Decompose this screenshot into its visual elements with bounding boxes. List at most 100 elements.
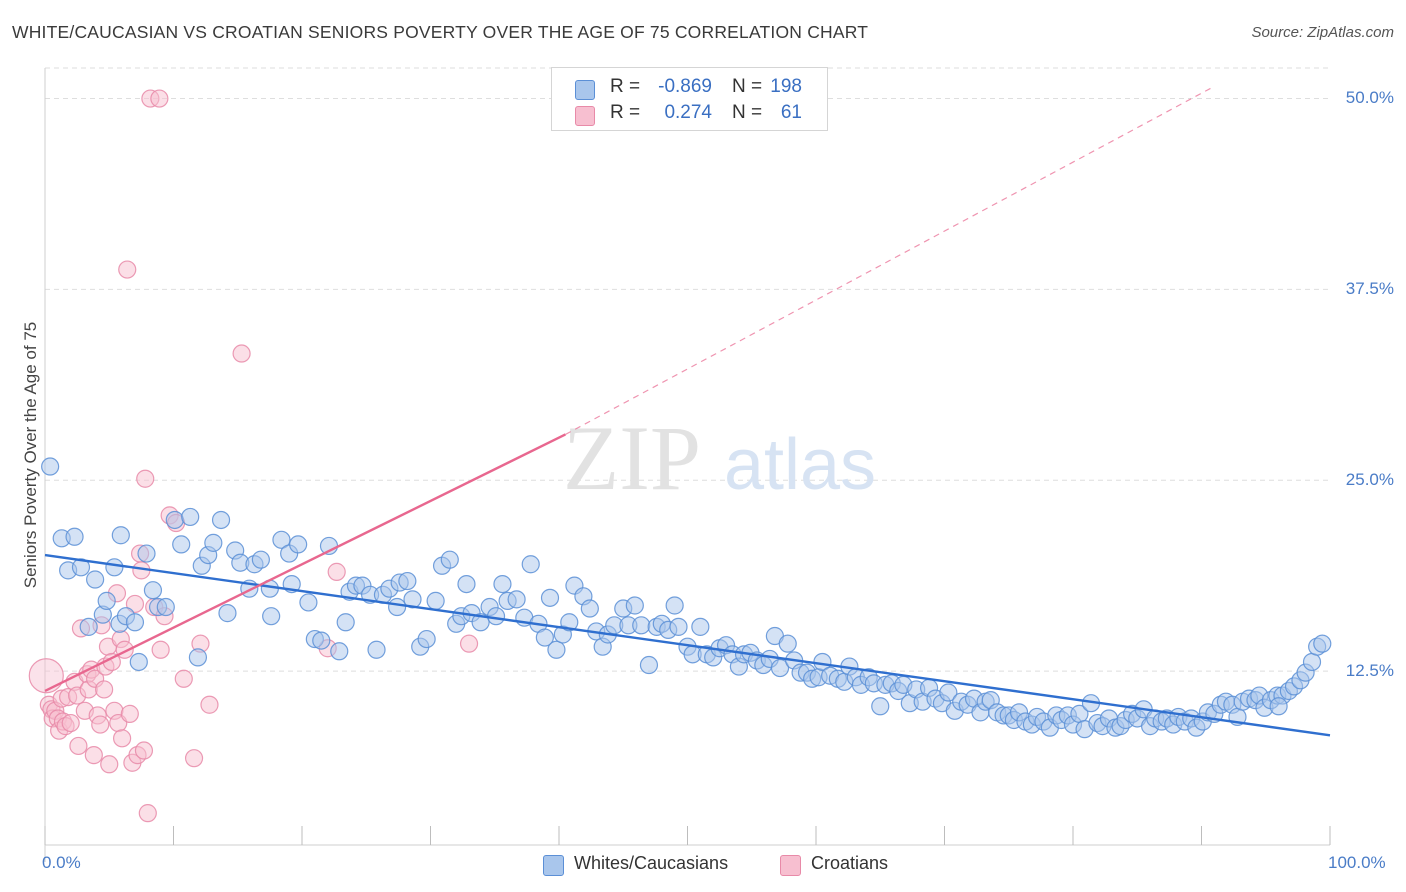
white-point [560, 613, 579, 632]
white-point [188, 648, 208, 667]
source-label: Source: ZipAtlas.com [1251, 24, 1394, 41]
white-point [299, 593, 318, 612]
white-point [79, 617, 98, 636]
croatian-point [459, 634, 479, 653]
x-tick-label-0: 0.0% [42, 853, 81, 872]
white-point [417, 629, 436, 649]
white-r-value: -0.869 [658, 76, 712, 97]
white-point [440, 550, 459, 569]
white-point [632, 616, 651, 635]
white-point [387, 597, 407, 617]
white-point [1313, 634, 1332, 653]
white-point [625, 596, 644, 615]
white-point [486, 607, 506, 626]
white-point [143, 581, 163, 600]
white-point [426, 591, 445, 610]
white-point [535, 628, 554, 647]
white-point [86, 570, 105, 589]
white-point [218, 604, 237, 623]
watermark-zip: ZIP [563, 407, 701, 509]
white-point [71, 558, 91, 577]
croatian-point [136, 469, 155, 488]
croatian-point [200, 695, 219, 714]
white-point [471, 613, 490, 632]
legend-croatian-label: Croatians [811, 853, 889, 873]
white-point [251, 550, 270, 569]
croatian-swatch-icon [575, 106, 595, 126]
croatian-point [138, 804, 157, 823]
y-tick-label-50: 50.0% [1345, 88, 1394, 107]
croatian-point [91, 715, 110, 734]
white-point [211, 510, 231, 530]
white-point [580, 599, 599, 618]
white-point [129, 652, 148, 672]
legend-white-label: Whites/Caucasians [574, 853, 729, 873]
white-point [1302, 652, 1322, 672]
white-point [181, 507, 200, 527]
white-point [778, 634, 797, 653]
white-point [312, 631, 331, 650]
legend-white-swatch-icon [543, 855, 564, 876]
watermark: ZIP atlas [563, 407, 876, 509]
croatian-point [69, 736, 88, 756]
croatian-n-label: N = [732, 102, 763, 123]
croatian-point [150, 89, 169, 108]
croatian-point [151, 640, 170, 659]
croatian-point [95, 680, 114, 699]
white-point [403, 590, 422, 609]
white-point [669, 617, 688, 636]
white-point [165, 510, 184, 530]
stats-row-croatian: R = 0.274 N = 61 [552, 102, 827, 128]
white-point [137, 544, 156, 563]
croatian-point [174, 669, 193, 688]
croatian-point [112, 729, 132, 748]
white-point [330, 642, 349, 661]
white-point [665, 596, 684, 615]
white-point [547, 640, 566, 659]
y-tick-label-25: 25.0% [1345, 470, 1394, 489]
y-tick-label-37-5: 37.5% [1345, 279, 1394, 298]
white-point [65, 527, 84, 546]
white-point [97, 591, 116, 610]
white-point [262, 607, 281, 626]
white-point [289, 535, 308, 554]
white-point [939, 683, 958, 702]
white-point [398, 571, 417, 591]
croatian-point [118, 260, 137, 279]
croatian-points [28, 89, 479, 823]
croatian-point [232, 344, 251, 363]
white-swatch-icon [575, 80, 595, 100]
stats-row-white: R = -0.869 N = 198 [552, 76, 827, 102]
white-point [493, 574, 512, 594]
croatian-point [134, 741, 154, 760]
white-point [871, 697, 890, 716]
croatian-point [28, 658, 64, 694]
grid-lines [45, 67, 1330, 672]
legend-croatian-swatch-icon [780, 855, 801, 876]
white-point [336, 613, 355, 632]
white-point [105, 558, 124, 577]
watermark-atlas: atlas [724, 425, 876, 505]
y-tick-label-12-5: 12.5% [1345, 661, 1394, 680]
croatian-point [120, 704, 139, 723]
white-point [272, 530, 291, 549]
white-point [172, 535, 191, 554]
croatian-r-value: 0.274 [664, 102, 712, 123]
white-point [125, 613, 145, 632]
white-point [41, 457, 60, 476]
white-point [770, 658, 790, 678]
white-r-label: R = [610, 76, 641, 97]
white-point [156, 597, 175, 617]
chart-title: WHITE/CAUCASIAN VS CROATIAN SENIORS POVE… [12, 22, 869, 42]
croatian-point [100, 755, 119, 774]
white-trend-line [44, 553, 1331, 737]
y-axis-label-text: Seniors Poverty Over the Age of 75 [21, 321, 40, 589]
white-n-label: N = [732, 76, 763, 97]
croatian-point [125, 594, 145, 614]
white-point [1269, 697, 1288, 716]
white-n-value: 198 [770, 76, 802, 97]
croatian-trend-extension [565, 85, 1215, 435]
croatian-trend-line [44, 433, 566, 693]
croatian-point [184, 749, 204, 768]
